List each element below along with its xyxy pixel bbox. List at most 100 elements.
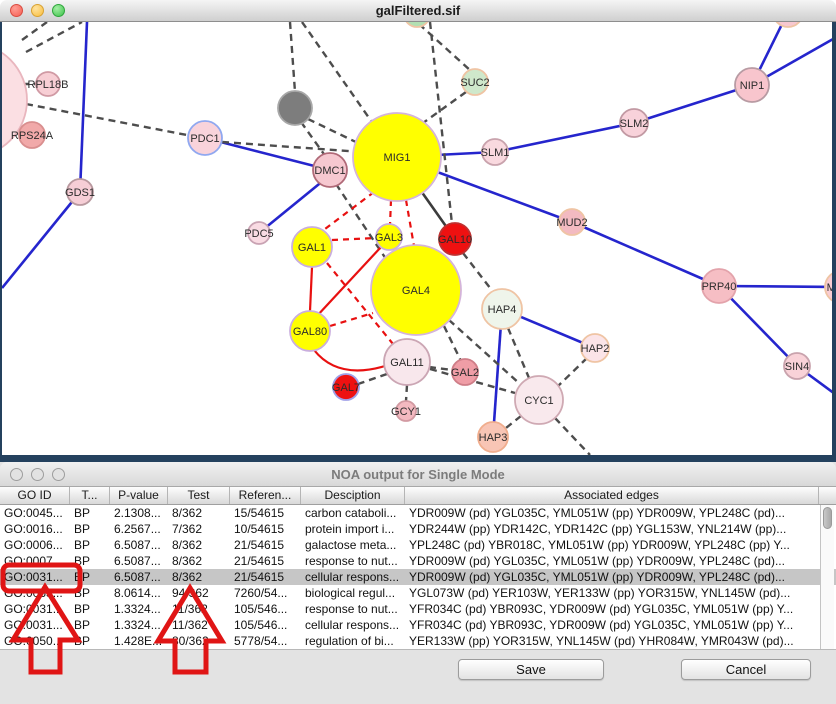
network-node-GCY1[interactable]: GCY1 [391, 400, 421, 422]
network-node-DMC1[interactable]: DMC1 [312, 152, 348, 188]
network-edge [357, 372, 388, 386]
network-node-GAL3[interactable]: GAL3 [375, 223, 403, 251]
table-cell: 105/546... [234, 618, 288, 632]
network-node-GAL2[interactable]: GAL2 [451, 358, 479, 386]
column-header-referen[interactable]: Referen... [230, 487, 301, 504]
svg-text:HAP2: HAP2 [581, 343, 610, 355]
table-cell: BP [74, 602, 91, 616]
network-node-SLM1[interactable]: SLM1 [481, 138, 510, 166]
svg-text:HAP4: HAP4 [488, 304, 517, 316]
network-node-GAL80[interactable]: GAL80 [289, 310, 331, 352]
network-node-HAP3[interactable]: HAP3 [477, 421, 509, 453]
network-edge [718, 285, 798, 367]
table-cell: 8/362 [172, 570, 203, 584]
noa-window: NOA output for Single Mode GO ID T... P-va… [0, 462, 836, 704]
network-node-MUD2[interactable]: MUD2 [556, 208, 588, 236]
network-node-MSL1[interactable]: MSL1 [824, 271, 836, 303]
network-edge [571, 220, 720, 288]
table-cell: 11/362 [172, 618, 208, 632]
table-cell: GO:0050... [4, 634, 63, 648]
table-cell: 6.5087... [114, 538, 161, 552]
network-node-GAL4[interactable]: GAL4 [370, 244, 462, 336]
table-row[interactable]: GO:0031... BP 1.3324... 11/362 105/546... res… [0, 601, 836, 617]
svg-text:GAL1: GAL1 [298, 242, 326, 254]
column-header-associatededges[interactable]: Associated edges [405, 487, 819, 504]
table-cell: 8/362 [172, 538, 203, 552]
table-row[interactable]: GO:0016... BP 6.2567... 7/362 10/54615 protei… [0, 521, 836, 537]
network-edge [494, 121, 635, 154]
zoom-button-icon[interactable] [52, 4, 65, 17]
svg-text:DMC1: DMC1 [314, 165, 345, 177]
network-edge [491, 308, 504, 438]
column-header-goid[interactable]: GO ID [0, 487, 70, 504]
table-cell: GO:0016... [4, 522, 63, 536]
table-cell: YFR034C (pd) YBR093C, YDR009W (pd) YGL03… [409, 618, 794, 632]
network-edge [388, 199, 393, 226]
network-node-GAL1[interactable]: GAL1 [291, 226, 333, 268]
table-row[interactable]: GO:0031... BP 1.3324... 11/362 105/546... cel… [0, 617, 836, 633]
network-edge [25, 22, 83, 54]
close-button-icon[interactable] [10, 467, 23, 481]
minimize-button-icon[interactable] [31, 4, 44, 17]
network-node-HAP4[interactable]: HAP4 [481, 288, 523, 330]
network-node-PDC5[interactable]: PDC5 [244, 221, 274, 245]
network-edge [331, 236, 377, 242]
network-node-unlabeled[interactable] [277, 90, 313, 126]
network-node-GDS1[interactable]: GDS1 [65, 178, 95, 206]
table-cell: 8.0614... [114, 586, 161, 600]
table-cell: YDR244W (pp) YDR142C, YDR142C (pp) YGL15… [409, 522, 787, 536]
network-canvas[interactable]: RPL18B RPS24A GDS1 PDC1 MIG1 DMC1 PDC5 GAL1 GAL3… [0, 22, 836, 455]
vertical-scrollbar[interactable] [820, 505, 834, 649]
column-header-test[interactable]: Test [168, 487, 230, 504]
network-node-PDC1[interactable]: PDC1 [187, 120, 223, 156]
scrollbar-thumb[interactable] [823, 507, 832, 529]
noa-titlebar[interactable]: NOA output for Single Mode [0, 462, 836, 487]
column-header-t[interactable]: T... [70, 487, 110, 504]
network-node-GAL11[interactable]: GAL11 [383, 338, 431, 386]
table-cell: YPL248C (pd) YBR018C, YML051W (pp) YDR00… [409, 538, 790, 552]
table-cell: 2.1308... [114, 506, 161, 520]
table-row[interactable]: GO:0006... BP 6.5087... 8/362 21/54615 galact… [0, 537, 836, 553]
network-node-RPL18B[interactable]: RPL18B [28, 71, 69, 97]
table-cell: cellular respons... [305, 618, 400, 632]
minimize-button-icon[interactable] [31, 467, 44, 481]
network-node-unlabeled[interactable] [2, 43, 28, 157]
table-cell: YER133W (pp) YOR315W, YNL145W (pd) YHR08… [409, 634, 794, 648]
network-node-unlabeled[interactable] [404, 22, 430, 28]
network-node-GAL10[interactable]: GAL10 [438, 222, 472, 256]
column-header-pvalue[interactable]: P-value [110, 487, 168, 504]
network-edge [718, 284, 832, 289]
network-node-GAL7[interactable]: GAL7 [332, 373, 360, 401]
zoom-button-icon[interactable] [52, 467, 65, 481]
table-row[interactable]: GO:0031... BP 6.5087... 8/362 21/54615 cellul… [0, 569, 836, 585]
table-row[interactable]: GO:0065... BP 8.0614... 94/362 7260/54... bio… [0, 585, 836, 601]
network-node-NIP1[interactable]: NIP1 [734, 67, 770, 103]
network-node-SUC2[interactable]: SUC2 [460, 68, 490, 96]
network-edge [462, 252, 495, 294]
network-node-SLM2[interactable]: SLM2 [619, 108, 649, 138]
window-controls [10, 0, 65, 21]
network-node-SIN4[interactable]: SIN4 [783, 352, 811, 380]
cancel-button[interactable]: Cancel [681, 659, 811, 680]
network-node-PRP40[interactable]: PRP40 [701, 268, 737, 304]
close-button-icon[interactable] [10, 4, 23, 17]
svg-text:RPL18B: RPL18B [28, 79, 69, 91]
network-edge [288, 22, 297, 93]
svg-text:GAL3: GAL3 [375, 232, 403, 244]
network-node-RPS24A[interactable]: RPS24A [11, 121, 54, 149]
network-titlebar[interactable]: galFiltered.sif [0, 0, 836, 22]
table-row[interactable]: GO:0050... BP 1.428E... 80/362 5778/54... reg… [0, 633, 836, 649]
network-node-unlabeled[interactable] [773, 22, 803, 28]
network-node-HAP2[interactable]: HAP2 [580, 333, 610, 363]
table-row[interactable]: GO:0007... BP 6.5087... 8/362 21/54615 respon… [0, 553, 836, 569]
svg-text:NIP1: NIP1 [740, 80, 764, 92]
network-node-MIG1[interactable]: MIG1 [352, 112, 442, 202]
network-node-CYC1[interactable]: CYC1 [514, 375, 564, 425]
network-window: galFiltered.sif RPL18B RPS24A GDS1 PDC1 MIG1… [0, 0, 836, 462]
column-header-desciption[interactable]: Desciption [301, 487, 405, 504]
table-cell: 21/54615 [234, 554, 285, 568]
network-edge [308, 266, 314, 312]
table-body: GO:0045... BP 2.1308... 8/362 15/54615 carbon… [0, 505, 836, 649]
save-button[interactable]: Save [458, 659, 604, 680]
table-row[interactable]: GO:0045... BP 2.1308... 8/362 15/54615 carbon… [0, 505, 836, 521]
